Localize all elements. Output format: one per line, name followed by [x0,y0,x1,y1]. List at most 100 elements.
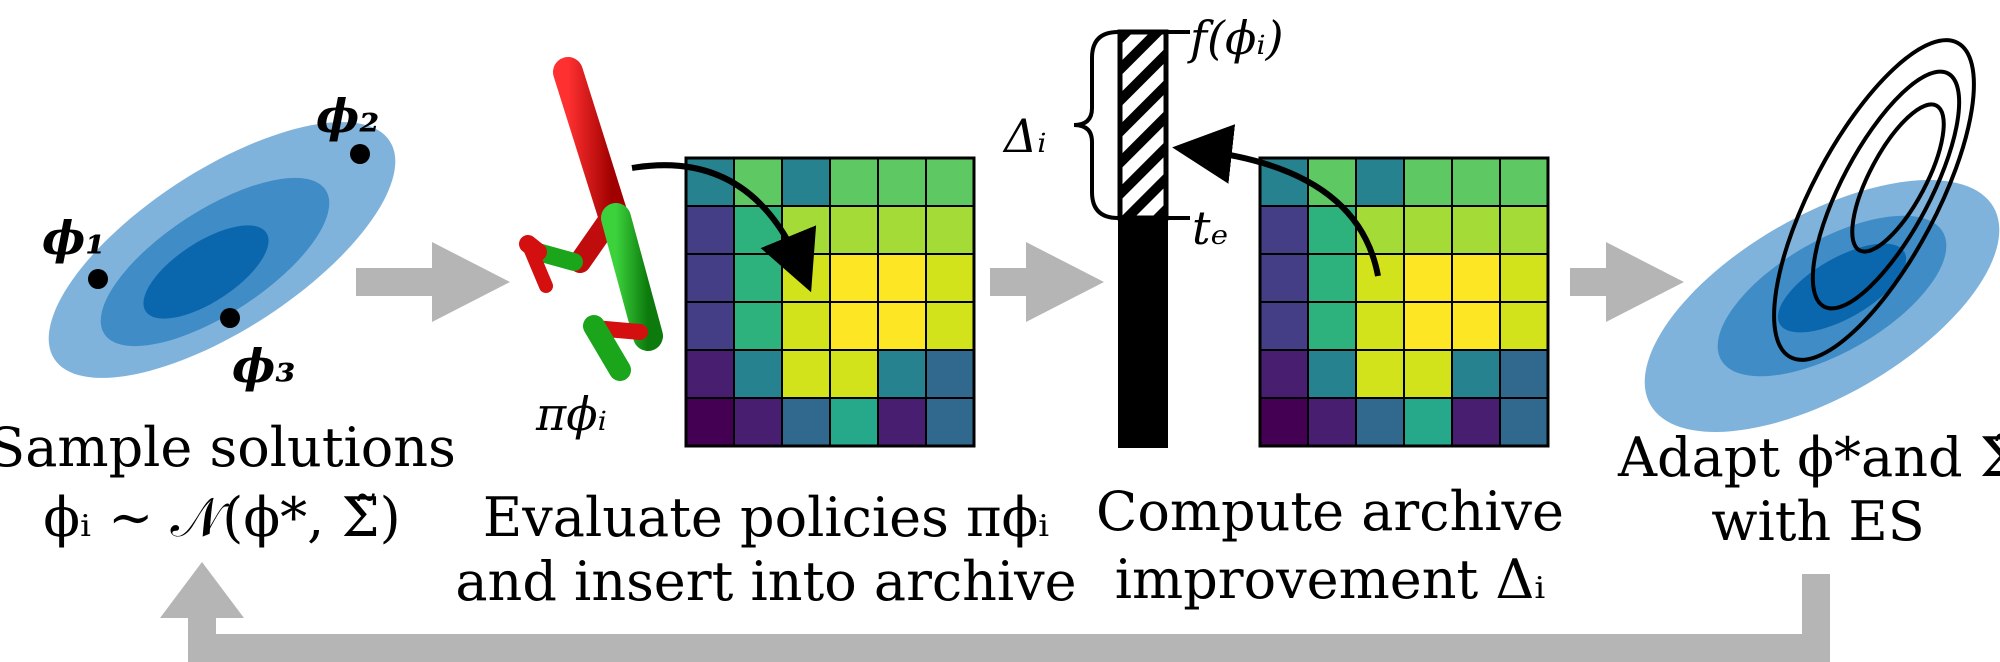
sample-point-3 [220,308,240,328]
archive-cell [877,205,927,255]
archive-cell [1499,397,1549,447]
contour-2 [1810,69,1962,311]
robot-link-green-long [601,203,663,351]
archive-cell [1307,349,1357,399]
archive-cell [829,205,879,255]
archive-cell [877,349,927,399]
archive-cell [1355,157,1405,207]
f-phi-label: f(ϕᵢ) [1187,11,1284,65]
improvement-arrow [1172,124,1381,277]
feedback-loop-arrow [160,562,1830,662]
archive-cell [925,205,975,255]
archive-cell [1307,253,1357,303]
gaussian-inner [143,225,269,319]
archive-cell [1451,349,1501,399]
archive-cell [829,349,879,399]
archive-cell [685,301,735,351]
archive-cell [1499,301,1549,351]
archive-cell [1259,205,1309,255]
archive-cell [1355,397,1405,447]
archive-cell [733,253,783,303]
archive-cell [733,301,783,351]
policy-label: πϕᵢ [535,387,607,441]
archive-cell [781,253,831,303]
flow-arrow-2 [990,242,1104,322]
archive-cell [781,157,831,207]
archive-cell [733,349,783,399]
delta-label: Δᵢ [1002,109,1046,163]
archive-cell [1259,397,1309,447]
archive-cell [925,301,975,351]
archive-cell [925,253,975,303]
archive-border [684,156,976,448]
archive-cell [925,157,975,207]
archive-cell [1499,205,1549,255]
caption-sample-1: Sample solutions [0,416,456,479]
contour-1 [1772,38,1976,362]
archive-cell [1259,253,1309,303]
archive-cell [1403,301,1453,351]
caption-adapt-1: Adapt ϕ*and Σ̃ [1617,426,2000,489]
sample-point-1 [88,269,108,289]
robot-foot-2-green [583,315,631,381]
archive-cell [1403,397,1453,447]
delta-brace [1073,30,1119,220]
archive-cell [1355,301,1405,351]
archive-cell [1259,301,1309,351]
archive-cell [1451,301,1501,351]
archive-cell [1259,349,1309,399]
adapted-inner [1777,243,1907,333]
archive-cell [829,397,879,447]
adapted-gaussian [1644,38,2000,432]
robot-foot-1-red-b [523,241,553,293]
contour-3 [1850,102,1946,254]
phi3-label: ϕ₃ [232,339,295,393]
caption-evaluate-2: and insert into archive [455,550,1076,613]
archive-cell [1451,205,1501,255]
archive-cell [685,349,735,399]
archive-cell [781,397,831,447]
archive-cell [781,301,831,351]
sample-gaussian: ϕ₁ ϕ₂ ϕ₃ [42,89,396,393]
caption-compute-1: Compute archive [1096,480,1564,543]
archive-cell [829,157,879,207]
archive-cell [829,253,879,303]
archive-cell [1499,253,1549,303]
improvement-bar [1073,29,1190,448]
caption-sample-2: ϕᵢ ∼ 𝒩(ϕ*, Σ̃) [43,486,400,549]
archive-cell [781,349,831,399]
phi1-label: ϕ₁ [42,211,105,265]
archive-cell [1451,157,1501,207]
archive-cell [1451,397,1501,447]
archive-cell [685,205,735,255]
archive-cell [1451,253,1501,303]
archive-cell [685,253,735,303]
archive-cell [877,301,927,351]
caption-adapt-2: with ES [1711,490,1925,553]
archive-cell [877,397,927,447]
archive-cell [1403,253,1453,303]
archive-cell [1355,349,1405,399]
archive-cell [1307,397,1357,447]
archive-cell [925,349,975,399]
archive-cell [1403,157,1453,207]
sample-point-2 [350,144,370,164]
improvement-hatch [1117,29,1169,221]
robot-policy [519,57,663,381]
archive-cell [1403,205,1453,255]
flow-arrow-1 [356,242,510,322]
base-bar [1118,218,1168,448]
archive-cell [1499,157,1549,207]
phi2-label: ϕ₂ [316,89,379,143]
flow-arrow-3 [1570,242,1684,322]
archive-cell [733,397,783,447]
archive-cell [877,253,927,303]
archive-border [1258,156,1550,448]
archive-cell [1307,301,1357,351]
te-label: tₑ [1192,201,1228,255]
archive-cell [1499,349,1549,399]
archive-cell [877,157,927,207]
archive-cell [925,397,975,447]
archive-cell [1403,349,1453,399]
